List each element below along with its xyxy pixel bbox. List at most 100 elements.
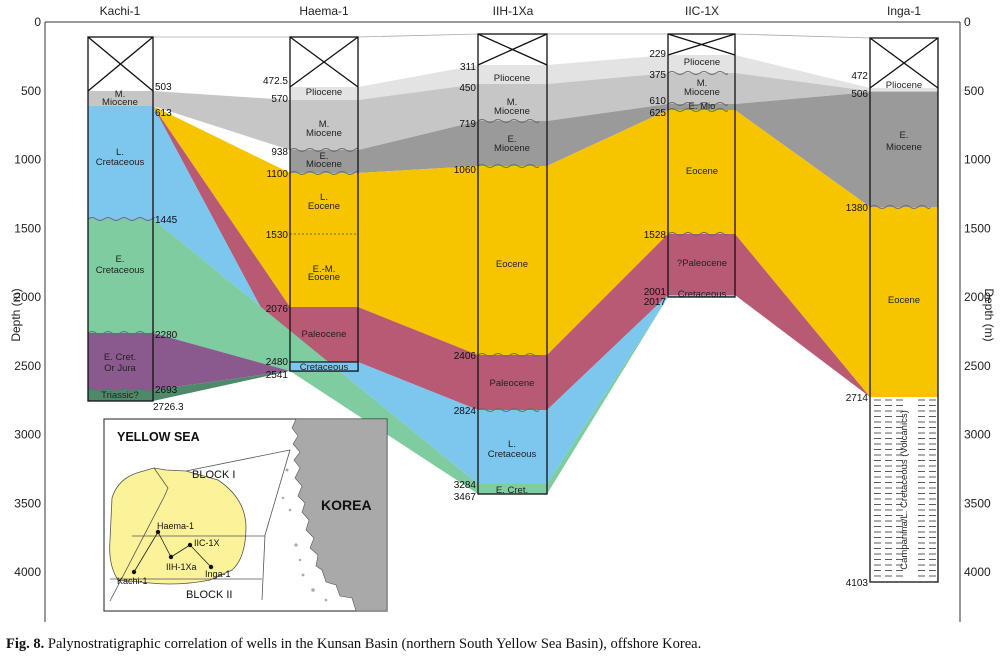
depth-haema-472: 472.5 xyxy=(263,76,288,87)
depth-kachi-2280: 2280 xyxy=(155,330,178,341)
unit-haema-l-eocene-1: L. xyxy=(320,192,328,203)
tick-left-4000: 4000 xyxy=(14,565,41,579)
well-name-haema-1: Haema-1 xyxy=(299,4,349,18)
datum-line xyxy=(88,33,938,39)
inset-well-kachi: Kachi-1 xyxy=(117,576,148,586)
depth-haema-570: 570 xyxy=(271,94,288,105)
unit-kachi-e-cret-2: Cretaceous xyxy=(96,265,145,276)
layer-paleocene xyxy=(153,106,870,410)
unit-haema-cretaceous: Cretaceous xyxy=(300,362,349,373)
unit-haema-l-eocene-2: Eocene xyxy=(308,201,340,212)
tick-right-2500: 2500 xyxy=(964,359,991,373)
correlation-diagram: 0 500 1000 1500 2000 2500 3000 3500 4000 0 500 100… xyxy=(9,4,996,622)
layer-eocene xyxy=(153,106,938,397)
layer-pliocene xyxy=(290,55,938,100)
well-box-iic-1x xyxy=(667,33,736,298)
caption-text: Palynostratigraphic correlation of wells… xyxy=(47,636,702,652)
depth-iic-2001: 2001 xyxy=(644,287,667,298)
unit-iih-e-miocene-2: Miocene xyxy=(494,143,530,154)
left-depth-ticks: 0 500 1000 1500 2000 2500 3000 3500 4000 xyxy=(14,15,41,579)
ylabel-right: Depth (m) xyxy=(982,288,996,341)
well-name-inga-1: Inga-1 xyxy=(887,4,921,18)
unit-kachi-m-miocene-2: Miocene xyxy=(102,97,138,108)
unit-haema-e-miocene-2: Miocene xyxy=(306,159,342,170)
depth-inga-4103: 4103 xyxy=(846,578,869,589)
inset-well-dots xyxy=(131,529,214,575)
depth-labels: 503 613 1445 2280 2693 2726.3 472.5 570 … xyxy=(153,49,868,589)
depth-haema-2541: 2541 xyxy=(266,370,289,381)
caption-label: Fig. 8. xyxy=(6,636,45,652)
tick-right-3000: 3000 xyxy=(964,428,991,442)
unit-iih-eocene: Eocene xyxy=(496,259,528,270)
depth-kachi-2693: 2693 xyxy=(155,385,178,396)
unit-iih-pliocene: Pliocene xyxy=(494,73,530,84)
tick-left-0: 0 xyxy=(34,15,41,29)
depth-kachi-2726: 2726.3 xyxy=(153,402,184,413)
depth-inga-472: 472 xyxy=(851,71,868,82)
unit-inga-volcanics: Campanina/L. Cretaceous (Volcanics) xyxy=(899,410,910,569)
tick-right-500: 500 xyxy=(964,84,984,98)
depth-iic-2017: 2017 xyxy=(644,297,667,308)
unit-kachi-l-cret-2: Cretaceous xyxy=(96,157,145,168)
inset-title: YELLOW SEA xyxy=(117,430,200,444)
depth-kachi-613: 613 xyxy=(155,108,172,119)
tick-left-2500: 2500 xyxy=(14,359,41,373)
unit-iic-e-mio: E. Mio xyxy=(689,101,716,112)
depth-inga-1380: 1380 xyxy=(846,203,869,214)
volcanics-hatch xyxy=(874,399,936,577)
well-name-kachi-1: Kachi-1 xyxy=(100,4,141,18)
unit-kachi-m-miocene-1: M. xyxy=(115,89,126,100)
unit-iih-e-miocene-1: E. xyxy=(508,134,517,145)
layer-e-cretaceous xyxy=(88,219,668,494)
unit-inga-e-miocene-2: Miocene xyxy=(886,142,922,153)
inset-well-inga: Inga-1 xyxy=(205,569,231,579)
inset-korea: KOREA xyxy=(321,497,372,513)
unit-haema-e-miocene-1: E. xyxy=(320,151,329,162)
depth-iic-375: 375 xyxy=(649,70,666,81)
block-boundary-1 xyxy=(109,467,169,602)
depth-iic-1528: 1528 xyxy=(644,230,667,241)
unconformities xyxy=(87,71,931,412)
unit-iih-m-miocene-2: Miocene xyxy=(494,106,530,117)
depth-iih-1060: 1060 xyxy=(454,165,477,176)
tick-left-1500: 1500 xyxy=(14,221,41,235)
depth-iic-625: 625 xyxy=(649,108,666,119)
depth-iih-2824: 2824 xyxy=(454,406,477,417)
tick-left-1000: 1000 xyxy=(14,153,41,167)
depth-haema-938: 938 xyxy=(271,147,288,158)
inset-well-iih: IIH-1Xa xyxy=(166,562,197,572)
unit-iic-m-miocene-2: Miocene xyxy=(684,87,720,98)
unit-haema-m-miocene-2: Miocene xyxy=(306,128,342,139)
inset-block1: BLOCK I xyxy=(192,469,235,481)
figure-caption: Fig. 8. Palynostratigraphic correlation … xyxy=(6,636,996,653)
tick-right-0: 0 xyxy=(964,15,971,29)
unit-kachi-triassic: Triassic? xyxy=(101,390,139,401)
depth-iic-610: 610 xyxy=(649,96,666,107)
haema-cretaceous-box xyxy=(289,361,359,372)
inset-map: YELLOW SEA BLOCK I BLOCK II KOREA Haema-… xyxy=(103,418,388,612)
unit-iic-m-miocene-1: M. xyxy=(697,78,708,89)
unit-inga-pliocene: Pliocene xyxy=(886,80,922,91)
depth-iih-311: 311 xyxy=(460,62,476,73)
depth-iih-719: 719 xyxy=(459,119,476,130)
unit-iic-cretaceous: Cretaceous xyxy=(678,289,727,300)
depth-kachi-1445: 1445 xyxy=(155,215,178,226)
tick-right-4000: 4000 xyxy=(964,565,991,579)
unit-iic-paleocene: ?Paleocene xyxy=(677,258,727,269)
depth-iih-3467: 3467 xyxy=(454,492,477,503)
depth-kachi-503: 503 xyxy=(155,82,172,93)
unit-haema-pliocene: Pliocene xyxy=(306,87,342,98)
korea-landmass xyxy=(291,418,388,612)
depth-iih-2406: 2406 xyxy=(454,351,477,362)
block-boundary-2 xyxy=(185,449,291,601)
well-name-iih-1xa: IIH-1Xa xyxy=(493,4,534,18)
island-dots xyxy=(281,468,328,602)
tick-right-3500: 3500 xyxy=(964,496,991,510)
unit-iih-m-miocene-1: M. xyxy=(507,97,518,108)
well-name-iic-1x: IIC-1X xyxy=(685,4,719,18)
depth-inga-2714: 2714 xyxy=(846,393,869,404)
depth-haema-2480: 2480 xyxy=(266,357,289,368)
unit-haema-m-miocene-1: M. xyxy=(319,119,330,130)
layer-l-cretaceous xyxy=(88,106,735,484)
tick-right-1500: 1500 xyxy=(964,221,991,235)
